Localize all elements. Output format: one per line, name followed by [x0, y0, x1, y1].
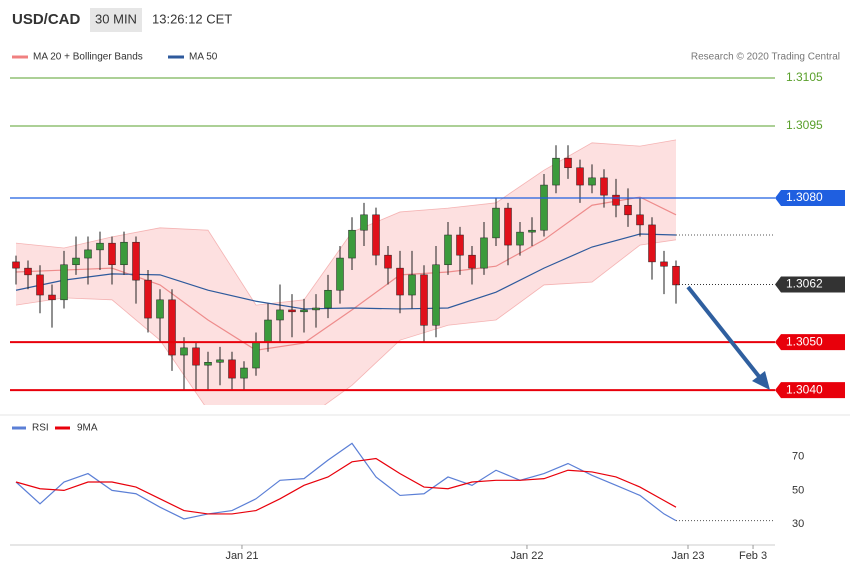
candle-body [156, 299, 164, 319]
candle-body [192, 347, 200, 366]
last-price-box [775, 276, 845, 293]
candle-body [456, 234, 464, 256]
candle-body [504, 207, 512, 246]
candle-body [84, 249, 92, 259]
candle-body [396, 267, 404, 296]
candle-body [132, 241, 140, 281]
rsi-line [15, 442, 677, 522]
candle-body [600, 177, 608, 196]
candle-body [24, 267, 32, 276]
level-label: 1.3095 [786, 118, 823, 132]
interval: 30 MIN [95, 11, 137, 26]
legend-label: RSI [32, 423, 49, 434]
candle-body [288, 309, 296, 313]
candle-body [444, 234, 452, 266]
forecast-arrowhead [752, 371, 770, 390]
last-price-label: 1.3062 [786, 277, 823, 291]
level-label-box [775, 190, 845, 207]
candle-body [144, 279, 152, 319]
candle-body [168, 299, 176, 356]
candle-body [612, 194, 620, 206]
candle-body [252, 341, 260, 369]
labels: 1.3105 1.3095 1.3080 1.3050 1.3040 1.3062 30 50… [0, 70, 850, 562]
symbol: USD/CAD [12, 11, 81, 28]
forecast-arrow [686, 285, 763, 381]
x-tick-label: Jan 21 [225, 550, 258, 562]
candle-body [108, 242, 116, 266]
bollinger-lower [15, 239, 677, 405]
candle-body [312, 307, 320, 311]
candle-body [12, 261, 20, 269]
candle-body [36, 274, 44, 296]
level-label: 1.3040 [786, 382, 823, 396]
candle-body [120, 241, 128, 266]
bollinger-band [16, 139, 676, 405]
candle-body [516, 231, 524, 246]
y-tick-label: 30 [792, 518, 804, 530]
x-tick-label: Feb 3 [739, 550, 767, 562]
candle-body [204, 362, 212, 366]
candle-body [432, 264, 440, 326]
candle-body [264, 319, 272, 343]
legend-label: MA 50 [189, 52, 218, 63]
candle-body [336, 257, 344, 291]
candle-body [276, 309, 284, 321]
candle-body [216, 359, 224, 363]
x-tick-label: Jan 22 [510, 550, 543, 562]
candle-body [360, 214, 368, 231]
candle-body [180, 347, 188, 356]
candle-body [552, 157, 560, 186]
candle-body [576, 167, 584, 186]
time: 13:26:12 CET [152, 11, 232, 26]
candle-body [564, 157, 572, 169]
candle-body [624, 204, 632, 216]
level-label-box [775, 334, 845, 351]
candle-body [228, 359, 236, 379]
rsi-panel [15, 442, 677, 522]
legend-label: 9MA [77, 423, 98, 434]
rsi-line [15, 457, 677, 515]
ma50-line [15, 233, 677, 310]
candle-body [660, 261, 668, 267]
candle-body [648, 224, 656, 263]
legend-label: MA 20 + Bollinger Bands [33, 52, 143, 63]
candle-body [528, 229, 536, 233]
level-label-box [775, 382, 845, 399]
candle-body [348, 229, 356, 259]
level-label: 1.3080 [786, 190, 823, 204]
candle-body [324, 289, 332, 309]
level-label: 1.3105 [786, 70, 823, 84]
source: Research © 2020 Trading Central [691, 52, 840, 63]
candle-body [588, 177, 596, 186]
candle-body [408, 274, 416, 296]
candle-body [420, 274, 428, 326]
candle-body [468, 254, 476, 269]
candle-body [240, 367, 248, 379]
candle-body [540, 184, 548, 231]
x-tick-label: Jan 23 [671, 550, 704, 562]
candle-body [372, 214, 380, 256]
candle-body [60, 264, 68, 301]
candle-body [48, 294, 56, 301]
y-tick-label: 70 [792, 451, 804, 463]
candle-body [492, 207, 500, 239]
price-panel [12, 139, 680, 405]
candle-body [672, 265, 680, 286]
candle-body [72, 257, 80, 266]
candle-body [96, 242, 104, 251]
interval-box [90, 8, 142, 32]
y-tick-label: 50 [792, 484, 804, 496]
candle-body [480, 237, 488, 269]
candle-body [384, 254, 392, 269]
candle-body [636, 214, 644, 226]
candle-body [300, 309, 308, 313]
level-label: 1.3050 [786, 334, 823, 348]
